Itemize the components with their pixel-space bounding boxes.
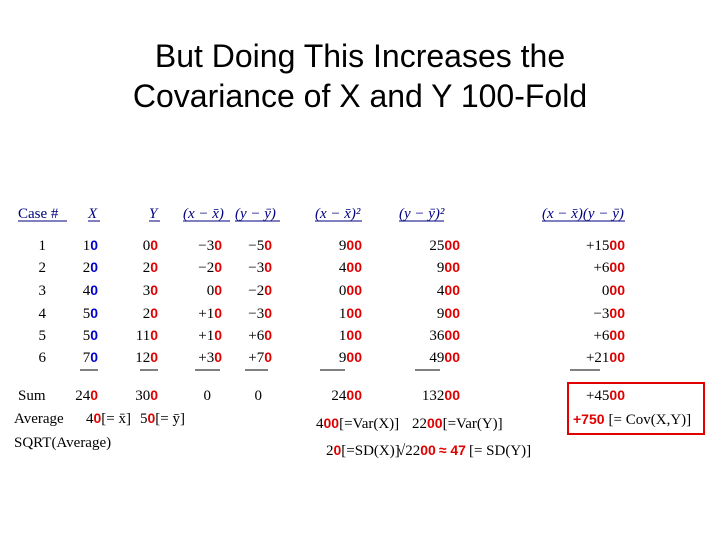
- cell-x: 70: [83, 349, 99, 366]
- cell-dx2: 900: [339, 349, 362, 366]
- cell-dx2: 100: [339, 327, 362, 344]
- cell-x: 50: [83, 305, 99, 322]
- cell-case: 5: [39, 328, 47, 344]
- cell-y: 00: [143, 237, 159, 254]
- slide-title: But Doing This Increases the Covariance …: [0, 36, 720, 116]
- cell-dy2: 900: [437, 259, 460, 276]
- cell-dxdy: +600: [593, 327, 625, 344]
- average-cov: +750 [= Cov(X,Y)]: [573, 411, 691, 428]
- cell-dy: −30: [248, 305, 272, 322]
- title-line-2: Covariance of X and Y 100-Fold: [132, 78, 588, 114]
- cell-x: 10: [83, 237, 99, 254]
- cell-dxdy: +600: [593, 259, 625, 276]
- cell-dy2: 4900: [429, 349, 460, 366]
- sum-dx: 0: [204, 388, 212, 404]
- sum-dx2: 2400: [331, 387, 362, 404]
- cell-dx: −30: [198, 237, 222, 254]
- cell-dxdy: −300: [593, 305, 625, 322]
- covariance-highlight-box: [567, 382, 705, 435]
- cell-dy: −30: [248, 259, 272, 276]
- header-dy: (y − ȳ): [235, 206, 276, 222]
- cell-dx: +10: [198, 305, 222, 322]
- sd-y: √2200 ≈ 47 [= SD(Y)]: [397, 442, 531, 459]
- cell-dy: +60: [248, 327, 272, 344]
- header-dx2: (x − x̄)²: [315, 206, 361, 222]
- cell-dy2: 900: [437, 305, 460, 322]
- cell-case: 6: [39, 350, 47, 366]
- cell-dx2: 900: [339, 237, 362, 254]
- sum-label: Sum: [18, 388, 46, 404]
- cell-dy2: 3600: [429, 327, 460, 344]
- cell-dxdy: +2100: [586, 349, 625, 366]
- sd-x: 20[=SD(X)]: [326, 442, 400, 459]
- average-label: Average: [14, 411, 64, 427]
- header-dx: (x − x̄): [183, 206, 224, 222]
- cell-case: 2: [39, 260, 47, 276]
- header-y: Y: [149, 206, 159, 222]
- average-var-y: 2200[=Var(Y)]: [412, 415, 503, 432]
- cell-case: 1: [39, 238, 47, 254]
- cell-dy: −50: [248, 237, 272, 254]
- cell-dy2: 400: [437, 282, 460, 299]
- cell-y: 110: [136, 327, 158, 344]
- sum-y: 300: [135, 387, 158, 404]
- sum-dy2: 13200: [422, 387, 460, 404]
- sqrt-label: SQRT(Average): [14, 435, 111, 451]
- cell-dx2: 400: [339, 259, 362, 276]
- cell-dx: +30: [198, 349, 222, 366]
- average-y: 50[= ȳ]: [140, 410, 185, 427]
- average-x: 40[= x̄]: [86, 410, 131, 427]
- cell-y: 20: [143, 305, 159, 322]
- cell-dy2: 2500: [429, 237, 460, 254]
- sum-x: 240: [75, 387, 98, 404]
- sum-dy: 0: [255, 388, 263, 404]
- cell-dx: 00: [207, 282, 223, 299]
- cell-dx: +10: [198, 327, 222, 344]
- cell-case: 3: [39, 283, 47, 299]
- header-case: Case #: [18, 206, 59, 222]
- cell-dxdy: +1500: [586, 237, 625, 254]
- title-line-1: But Doing This Increases the: [154, 38, 566, 74]
- cell-dxdy: 000: [602, 282, 625, 299]
- header-x: X: [87, 206, 98, 222]
- cell-dy: +70: [248, 349, 272, 366]
- cell-x: 40: [83, 282, 99, 299]
- header-dxdy: (x − x̄)(y − ȳ): [542, 206, 624, 222]
- sum-dxdy: +4500: [586, 387, 625, 404]
- cell-x: 50: [83, 327, 99, 344]
- header-dy2: (y − ȳ)²: [399, 206, 445, 222]
- cell-y: 30: [143, 282, 159, 299]
- cell-x: 20: [83, 259, 99, 276]
- cell-dx: −20: [198, 259, 222, 276]
- cell-dx2: 100: [339, 305, 362, 322]
- average-var-x: 400[=Var(X)]: [316, 415, 399, 432]
- cell-y: 120: [135, 349, 158, 366]
- cell-dx2: 000: [339, 282, 362, 299]
- cell-case: 4: [39, 306, 47, 322]
- cell-dy: −20: [248, 282, 272, 299]
- cell-y: 20: [143, 259, 159, 276]
